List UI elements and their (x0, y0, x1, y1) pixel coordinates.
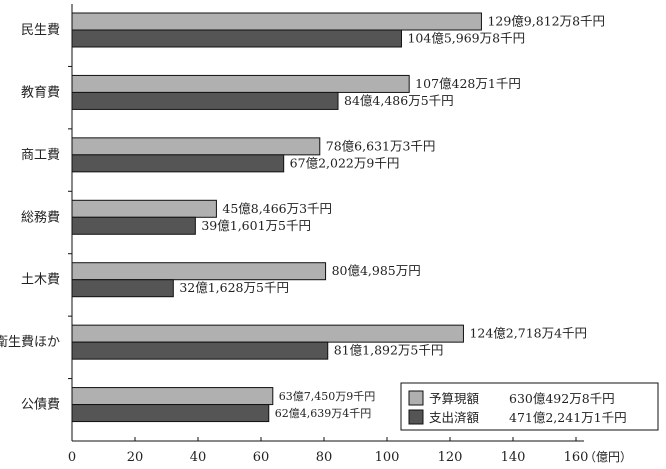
x-tick-label: 40 (190, 450, 207, 465)
legend-swatch (408, 390, 424, 406)
value-labels: 129億9,812万8千円 104億5,969万8千円 107億428万1千円 84億… (179, 14, 605, 421)
data-label-spent: 67億2,022万9千円 (290, 155, 400, 170)
category-label: 衛生費ほか (0, 335, 60, 350)
bar-budget (71, 137, 321, 156)
category-label: 総務費 (21, 210, 60, 225)
x-tick-label: 100 (375, 450, 400, 465)
legend-series-total: 471億2,241万1千円 (509, 410, 627, 425)
bar-budget (71, 12, 482, 31)
legend-swatch (408, 409, 424, 425)
data-label-spent: 32億1,628万5千円 (179, 280, 289, 295)
x-tick-label: 140 (501, 450, 526, 465)
data-label-budget: 124億2,718万4千円 (469, 326, 587, 341)
x-tick-label: 120 (438, 450, 463, 465)
x-tick-label: 20 (127, 450, 144, 465)
bar-spent (71, 404, 270, 423)
bar-budget (71, 74, 410, 93)
bar-spent (71, 29, 402, 48)
data-label-budget: 129億9,812万8千円 (487, 14, 605, 29)
bar-spent (71, 91, 339, 110)
category-label: 民生費 (21, 23, 60, 38)
bar-spent (71, 154, 285, 173)
category-label: 土木費 (21, 273, 60, 288)
category-label: 教育費 (21, 84, 60, 100)
legend-series-name: 予算現額 (429, 391, 480, 406)
axes: 0 20 40 60 80 100 120 140 160（億円） (68, 4, 632, 465)
data-label-spent: 84億4,486万5千円 (344, 93, 454, 108)
x-tick-label: 0 (68, 450, 76, 465)
data-label-spent: 81億1,892万5千円 (334, 343, 444, 358)
data-label-budget: 63億7,450万9千円 (279, 390, 376, 403)
category-label: 公債費 (21, 398, 60, 413)
bar-budget (71, 199, 217, 218)
bar-budget (71, 324, 464, 343)
x-axis-unit-label: （億円） (584, 450, 632, 464)
data-label-budget: 45億8,466万3千円 (222, 201, 332, 216)
legend-series-name: 支出済額 (429, 410, 480, 425)
x-tick-label: 60 (253, 450, 270, 465)
bar-spent (71, 216, 196, 235)
bar-budget (71, 262, 327, 281)
data-label-budget: 107億428万1千円 (415, 76, 521, 91)
data-label-spent: 39億1,601万5千円 (201, 218, 311, 233)
data-label-budget: 80億4,985万円 (332, 263, 421, 278)
legend-series-total: 630億492万8千円 (509, 391, 615, 406)
data-label-spent: 62億4,639万4千円 (275, 407, 372, 420)
x-tick-label: 80 (316, 450, 333, 465)
data-label-budget: 78億6,631万3千円 (326, 138, 436, 153)
bar-budget (71, 387, 274, 406)
bar-spent (71, 279, 174, 298)
data-label-spent: 104億5,969万8千円 (407, 31, 525, 46)
legend-box (400, 382, 659, 431)
x-tick-label: 160 (564, 450, 589, 465)
category-label: 商工費 (21, 148, 60, 163)
bar-spent (71, 341, 329, 360)
